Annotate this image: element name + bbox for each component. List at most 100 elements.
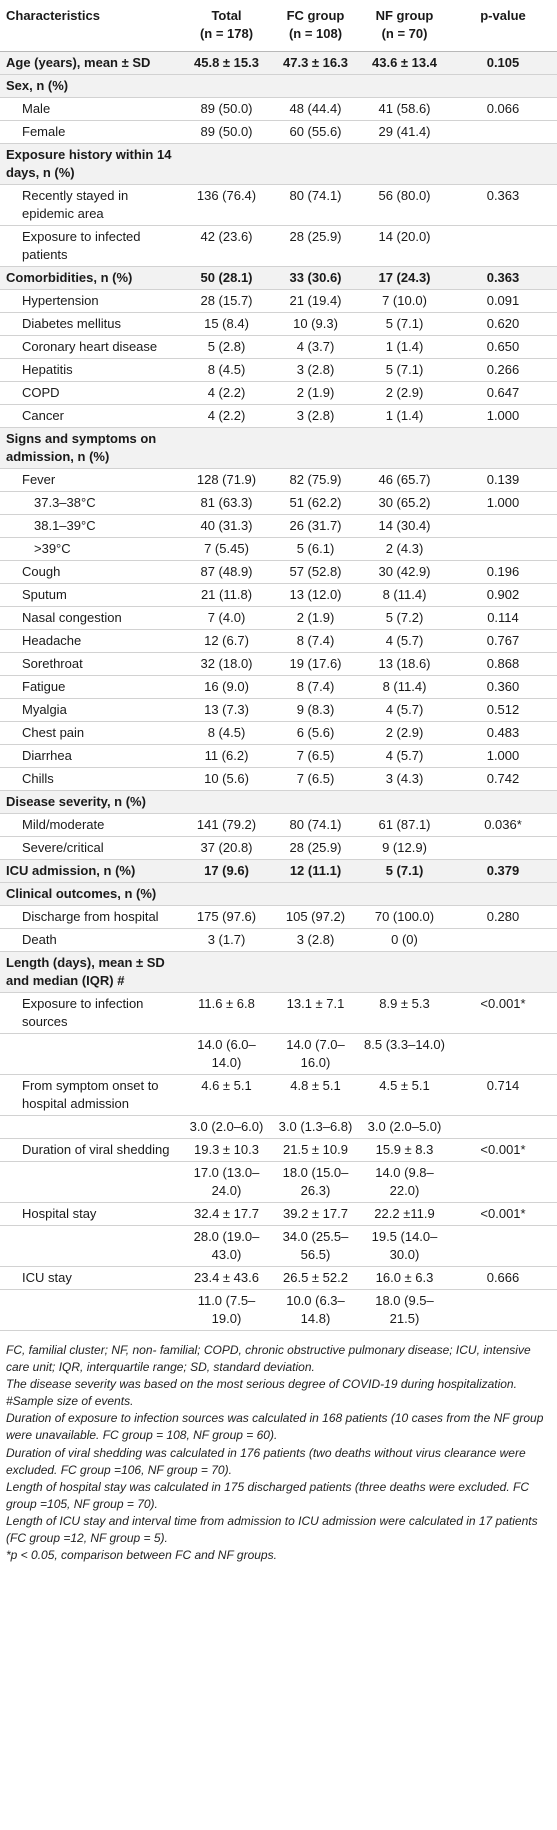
fc-group-cell: 47.3 ± 16.3	[271, 51, 360, 75]
fc-group-cell	[271, 143, 360, 185]
nf-group-cell: 0 (0)	[360, 928, 449, 952]
table-section-row: Length (days), mean ± SD and median (IQR…	[0, 951, 557, 993]
footnote: Duration of exposure to infection source…	[6, 1411, 544, 1443]
fc-group-cell	[271, 882, 360, 906]
p-value-cell	[449, 143, 557, 185]
nf-group-cell: 19.5 (14.0–30.0)	[360, 1225, 449, 1267]
nf-group-cell: 14 (20.0)	[360, 225, 449, 267]
p-value-cell: 1.000	[449, 404, 557, 428]
nf-group-cell: 7 (10.0)	[360, 289, 449, 313]
table-section-row: ICU admission, n (%) 17 (9.6) 12 (11.1) 5 (…	[0, 859, 557, 883]
row-label: Discharge from hospital	[0, 905, 182, 929]
total-cell: 7 (5.45)	[182, 537, 271, 561]
nf-group-cell	[360, 790, 449, 814]
p-value-cell: 0.363	[449, 184, 557, 226]
table-row: 17.0 (13.0–24.0) 18.0 (15.0–26.3) 14.0 (9.…	[0, 1161, 557, 1203]
p-value-cell: 1.000	[449, 744, 557, 768]
row-label: Exposure to infection sources	[0, 992, 182, 1034]
p-value-cell	[449, 836, 557, 860]
nf-group-cell: 4 (5.7)	[360, 629, 449, 653]
footnote: The disease severity was based on the mo…	[6, 1377, 517, 1392]
fc-group-cell: 18.0 (15.0–26.3)	[271, 1161, 360, 1203]
table-row: 37.3–38°C 81 (63.3) 51 (62.2) 30 (65.2) 1.00…	[0, 491, 557, 515]
fc-group-cell: 4.8 ± 5.1	[271, 1074, 360, 1116]
footnote: Length of ICU stay and interval time fro…	[6, 1513, 538, 1546]
fc-group-cell: 80 (74.1)	[271, 184, 360, 226]
total-cell: 37 (20.8)	[182, 836, 271, 860]
row-label: Male	[0, 97, 182, 121]
fc-group-cell: 13 (12.0)	[271, 583, 360, 607]
total-cell: 15 (8.4)	[182, 312, 271, 336]
table-body: Age (years), mean ± SD 45.8 ± 15.3 47.3 ± …	[0, 51, 557, 1331]
fc-group-cell: 13.1 ± 7.1	[271, 992, 360, 1034]
p-value-cell	[449, 790, 557, 814]
fc-group-cell: 2 (1.9)	[271, 381, 360, 405]
p-value-cell: 0.114	[449, 606, 557, 630]
row-label: Clinical outcomes, n (%)	[0, 882, 182, 906]
p-value-cell	[449, 514, 557, 538]
table-row: Nasal congestion 7 (4.0) 2 (1.9) 5 (7.2) 0.1…	[0, 606, 557, 630]
total-cell: 19.3 ± 10.3	[182, 1138, 271, 1162]
fc-group-cell: 9 (8.3)	[271, 698, 360, 722]
fc-group-cell: 8 (7.4)	[271, 629, 360, 653]
table-row: Headache 12 (6.7) 8 (7.4) 4 (5.7) 0.767	[0, 629, 557, 653]
p-value-cell: 0.868	[449, 652, 557, 676]
p-value-cell: 0.714	[449, 1074, 557, 1116]
row-label: Duration of viral shedding	[0, 1138, 182, 1162]
total-cell	[182, 951, 271, 993]
fc-group-cell: 28 (25.9)	[271, 836, 360, 860]
row-label: Severe/critical	[0, 836, 182, 860]
row-label	[0, 1115, 182, 1139]
row-label: Diabetes mellitus	[0, 312, 182, 336]
fc-group-cell: 33 (30.6)	[271, 266, 360, 290]
total-cell	[182, 427, 271, 469]
fc-group-cell: 12 (11.1)	[271, 859, 360, 883]
p-value-cell: 0.650	[449, 335, 557, 359]
row-label: From symptom onset to hospital admission	[0, 1074, 182, 1116]
table-section-row: Disease severity, n (%)	[0, 790, 557, 814]
nf-group-cell: 8 (11.4)	[360, 675, 449, 699]
p-value-cell: 0.091	[449, 289, 557, 313]
table-section-row: Age (years), mean ± SD 45.8 ± 15.3 47.3 ± …	[0, 51, 557, 75]
row-label: Chills	[0, 767, 182, 791]
p-value-cell	[449, 225, 557, 267]
row-label: Coronary heart disease	[0, 335, 182, 359]
total-cell: 8 (4.5)	[182, 721, 271, 745]
table-row: Cancer 4 (2.2) 3 (2.8) 1 (1.4) 1.000	[0, 404, 557, 428]
row-label	[0, 1289, 182, 1331]
total-cell: 4 (2.2)	[182, 381, 271, 405]
table-row: Myalgia 13 (7.3) 9 (8.3) 4 (5.7) 0.512	[0, 698, 557, 722]
p-value-cell: 0.196	[449, 560, 557, 584]
footnote: FC, familial cluster; NF, non- familial;…	[6, 1343, 531, 1375]
row-label: Comorbidities, n (%)	[0, 266, 182, 290]
fc-group-cell: 34.0 (25.5–56.5)	[271, 1225, 360, 1267]
p-value-cell: 0.767	[449, 629, 557, 653]
nf-group-cell	[360, 951, 449, 993]
table-row: Mild/moderate 141 (79.2) 80 (74.1) 61 (87.1…	[0, 813, 557, 837]
total-cell: 5 (2.8)	[182, 335, 271, 359]
row-label: ICU admission, n (%)	[0, 859, 182, 883]
total-cell	[182, 143, 271, 185]
table-row: From symptom onset to hospital admission…	[0, 1074, 557, 1116]
nf-group-cell: 2 (2.9)	[360, 721, 449, 745]
p-value-cell: 0.036*	[449, 813, 557, 837]
p-value-cell	[449, 951, 557, 993]
nf-group-cell: 4 (5.7)	[360, 744, 449, 768]
nf-group-cell: 41 (58.6)	[360, 97, 449, 121]
nf-group-cell: 3.0 (2.0–5.0)	[360, 1115, 449, 1139]
nf-group-cell	[360, 143, 449, 185]
row-label	[0, 1033, 182, 1075]
table-row: Coronary heart disease 5 (2.8) 4 (3.7) 1 (1…	[0, 335, 557, 359]
row-label: 38.1–39°C	[0, 514, 182, 538]
footnote: #Sample size of events.	[6, 1394, 134, 1409]
fc-group-cell: 21.5 ± 10.9	[271, 1138, 360, 1162]
table-row: 14.0 (6.0–14.0) 14.0 (7.0–16.0) 8.5 (3.3–1…	[0, 1033, 557, 1075]
p-value-cell: 0.105	[449, 51, 557, 75]
row-label: COPD	[0, 381, 182, 405]
p-value-cell	[449, 1225, 557, 1267]
row-label: Hypertension	[0, 289, 182, 313]
total-cell: 89 (50.0)	[182, 120, 271, 144]
row-label	[0, 1161, 182, 1203]
total-cell: 28 (15.7)	[182, 289, 271, 313]
